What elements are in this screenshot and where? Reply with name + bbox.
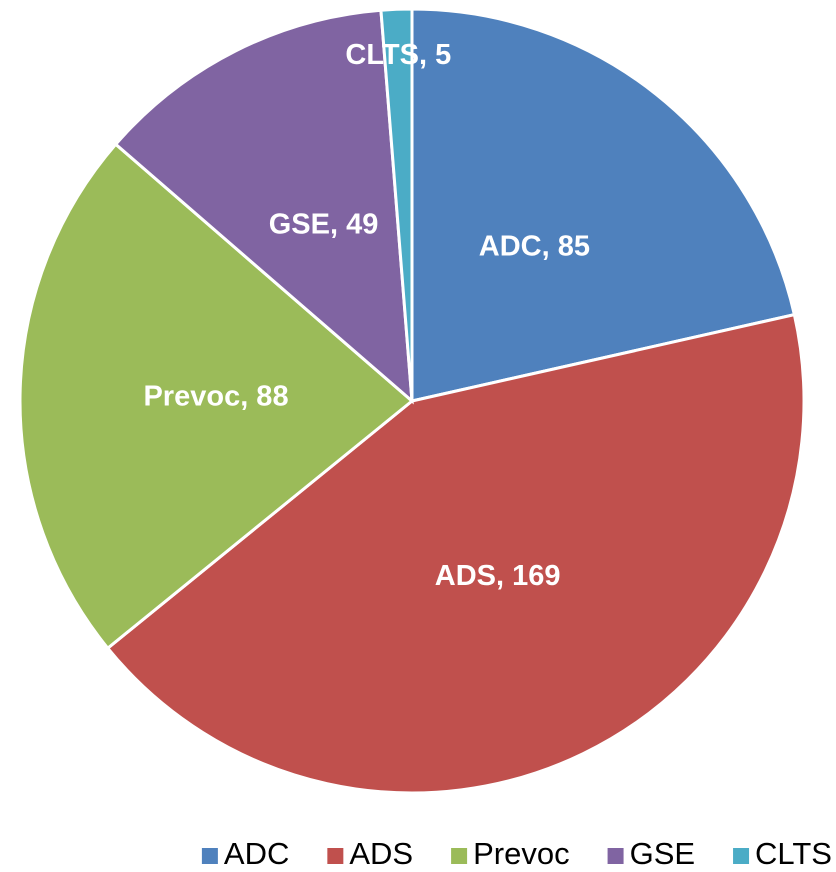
pie-slice [105, 312, 806, 795]
legend-label: GSE [630, 836, 695, 871]
data-label: ADC, 85 [479, 231, 590, 263]
pie-slice [379, 7, 414, 402]
legend-swatch [733, 848, 750, 864]
pie-slice [113, 8, 414, 405]
legend-swatch [607, 848, 624, 864]
pie-slice [410, 7, 797, 403]
data-label: GSE, 49 [269, 209, 379, 241]
data-label: ADS, 169 [435, 560, 561, 592]
legend-label: ADS [349, 836, 413, 871]
legend-swatch [327, 848, 344, 864]
pie-slice [18, 142, 415, 651]
legend-label: CLTS [755, 836, 832, 871]
legend-label: Prevoc [473, 836, 569, 871]
data-label: Prevoc, 88 [143, 381, 288, 413]
legend-label: ADC [224, 836, 289, 871]
legend-swatch [451, 848, 468, 864]
data-label: CLTS, 5 [345, 39, 451, 71]
legend-swatch [201, 848, 218, 864]
